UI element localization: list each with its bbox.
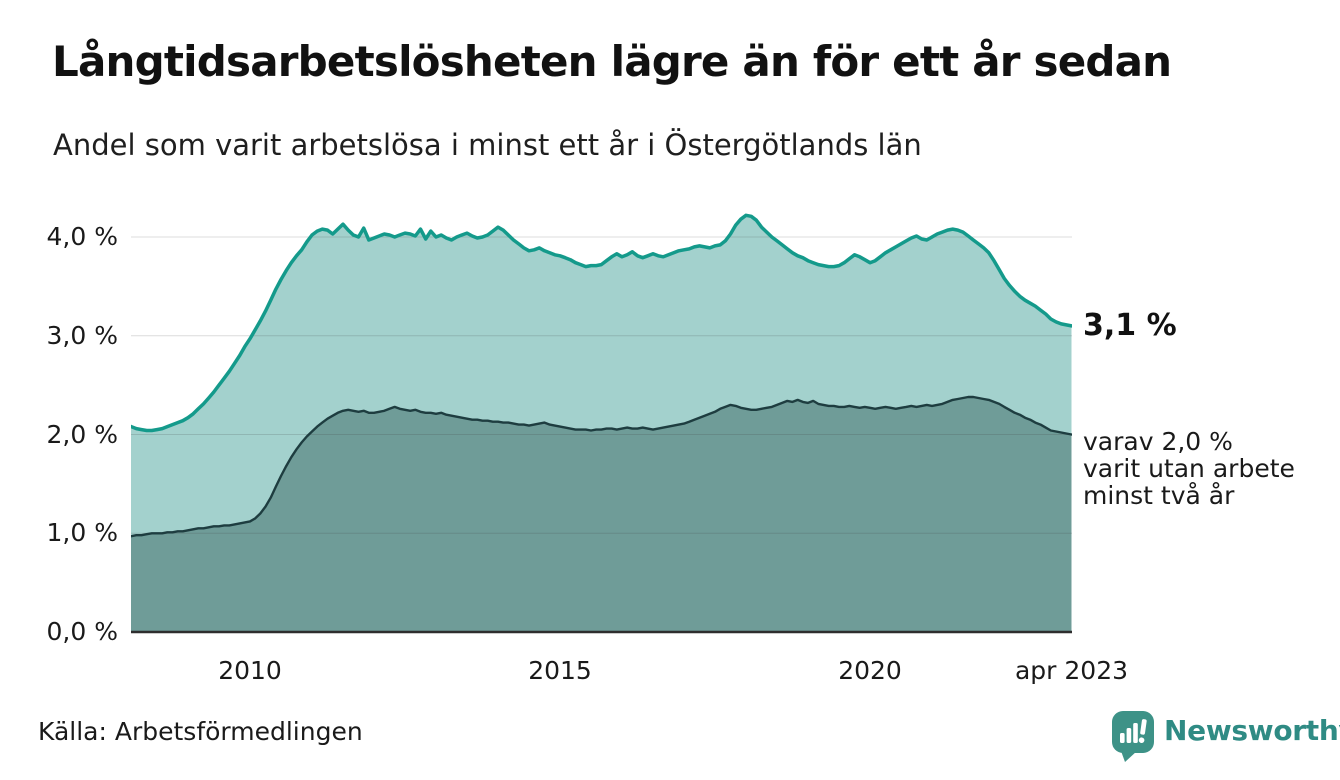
newsworthy-bubble-chart-icon	[1110, 708, 1156, 766]
secondary-annotation-line: minst två år	[1083, 481, 1235, 510]
y-tick-label: 2,0 %	[46, 419, 118, 449]
x-tick-label: 2020	[838, 656, 902, 685]
x-tick-label: 2015	[528, 656, 592, 685]
y-tick-label: 1,0 %	[46, 518, 118, 548]
secondary-annotation-line: varit utan arbete	[1083, 454, 1295, 483]
chart-svg	[131, 213, 1072, 634]
y-tick-label: 0,0 %	[46, 617, 118, 646]
y-tick-label: 4,0 %	[46, 222, 118, 251]
secondary-annotation: varav 2,0 % varit utan arbete minst två år	[1083, 428, 1295, 509]
chart-subtitle: Andel som varit arbetslösa i minst ett å…	[53, 128, 922, 162]
y-tick-label: 3,0 %	[46, 320, 118, 350]
x-tick-label: apr 2023	[1014, 656, 1129, 685]
end-value-label: 3,1 %	[1083, 308, 1177, 343]
x-tick-label: 2010	[218, 656, 282, 685]
brand-logo: Newsworthy	[1110, 708, 1340, 762]
brand-name: Newsworthy	[1164, 714, 1340, 747]
source-note: Källa: Arbetsförmedlingen	[38, 717, 363, 746]
secondary-annotation-line: varav 2,0 %	[1083, 427, 1233, 456]
chart-title: Långtidsarbetslösheten lägre än för ett …	[52, 37, 1172, 86]
